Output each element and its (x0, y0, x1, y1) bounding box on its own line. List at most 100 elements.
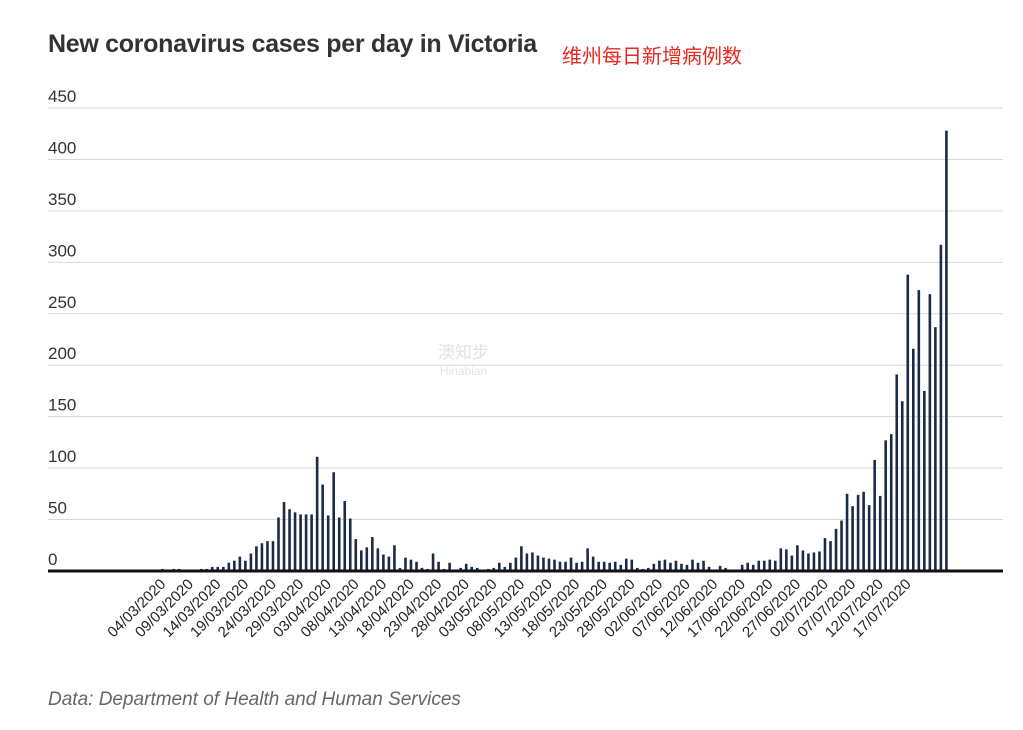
bar (569, 557, 573, 571)
bar (437, 561, 440, 571)
bar (277, 517, 280, 571)
bar (746, 562, 749, 571)
bar (923, 390, 926, 571)
bar (354, 539, 358, 571)
bar (608, 562, 611, 571)
bar (906, 274, 910, 571)
bar (299, 514, 302, 571)
bar (829, 541, 832, 571)
y-tick-label: 100 (48, 447, 76, 466)
bar (840, 520, 843, 571)
bar (244, 560, 247, 571)
bar (431, 553, 435, 571)
y-tick-label: 0 (48, 550, 57, 569)
bar (293, 512, 297, 571)
bar (785, 549, 788, 571)
bar (514, 557, 518, 571)
bar (845, 493, 849, 571)
bar (862, 491, 865, 571)
bar (812, 552, 816, 571)
bar (348, 518, 352, 571)
y-tick-label: 250 (48, 293, 76, 312)
bar (343, 501, 347, 571)
bar (409, 559, 413, 571)
bar (558, 561, 562, 571)
bar (216, 566, 220, 571)
bar (266, 541, 269, 571)
bar (382, 554, 385, 571)
watermark-logo: 澳知步 Hinabian (438, 344, 489, 380)
bar (586, 548, 589, 571)
bar (464, 563, 468, 571)
bar (597, 561, 600, 571)
bar (912, 348, 915, 571)
bar (619, 564, 623, 571)
bar (851, 506, 854, 571)
bar (260, 543, 264, 571)
bar (536, 555, 540, 571)
bar (564, 561, 567, 571)
bar (503, 566, 507, 571)
chart-title: New coronavirus cases per day in Victori… (48, 30, 537, 58)
bar (807, 553, 810, 571)
bar (834, 528, 838, 571)
bar (459, 567, 462, 571)
bar (724, 567, 727, 571)
bar (636, 567, 639, 571)
y-tick-label: 150 (48, 396, 76, 415)
bar (707, 566, 711, 571)
bar (889, 434, 893, 571)
bar (332, 472, 335, 571)
bar (856, 494, 860, 571)
bar (917, 290, 921, 571)
bar (934, 327, 937, 571)
bar (878, 495, 882, 571)
bar (691, 559, 694, 571)
bar (663, 559, 667, 571)
x-axis-ticks: 04/03/202009/03/202014/03/202019/03/2020… (104, 576, 914, 641)
bar (365, 547, 369, 571)
bar (542, 557, 545, 571)
bar (525, 553, 529, 571)
bar (652, 563, 656, 571)
bar-chart: 0 50 100 150 200 250 300 350 400 450 04/03/202009… (48, 87, 1003, 641)
bar (790, 555, 794, 571)
bar (475, 567, 479, 571)
bar (393, 545, 396, 571)
bar (613, 561, 617, 571)
chart-subtitle-cn: 维州每日新增病例数 (562, 46, 742, 68)
y-tick-label: 400 (48, 138, 76, 157)
bar (398, 567, 402, 571)
bar (498, 562, 501, 571)
bar (315, 456, 319, 571)
bar (823, 538, 827, 571)
bar (288, 509, 291, 571)
bar (774, 560, 777, 571)
bar (337, 517, 341, 571)
bar (895, 374, 899, 571)
bars (161, 130, 948, 571)
bar (768, 559, 772, 571)
bar (249, 553, 253, 571)
bar (531, 552, 534, 571)
bar (326, 515, 330, 571)
bar (448, 562, 451, 571)
bar (580, 561, 584, 571)
bar (238, 556, 242, 571)
bar (304, 514, 308, 571)
bar (404, 557, 407, 571)
bar (233, 560, 236, 571)
bar (271, 541, 275, 571)
bar (509, 562, 512, 571)
bar (492, 567, 496, 571)
bar (680, 563, 683, 571)
bar (470, 566, 473, 571)
y-tick-label: 300 (48, 241, 76, 260)
bar (867, 505, 871, 571)
y-tick-label: 200 (48, 344, 76, 363)
y-tick-label: 450 (48, 87, 76, 106)
bar (796, 545, 799, 571)
bar (520, 546, 523, 571)
bar (928, 294, 932, 571)
data-source-note: Data: Department of Health and Human Ser… (48, 689, 461, 710)
